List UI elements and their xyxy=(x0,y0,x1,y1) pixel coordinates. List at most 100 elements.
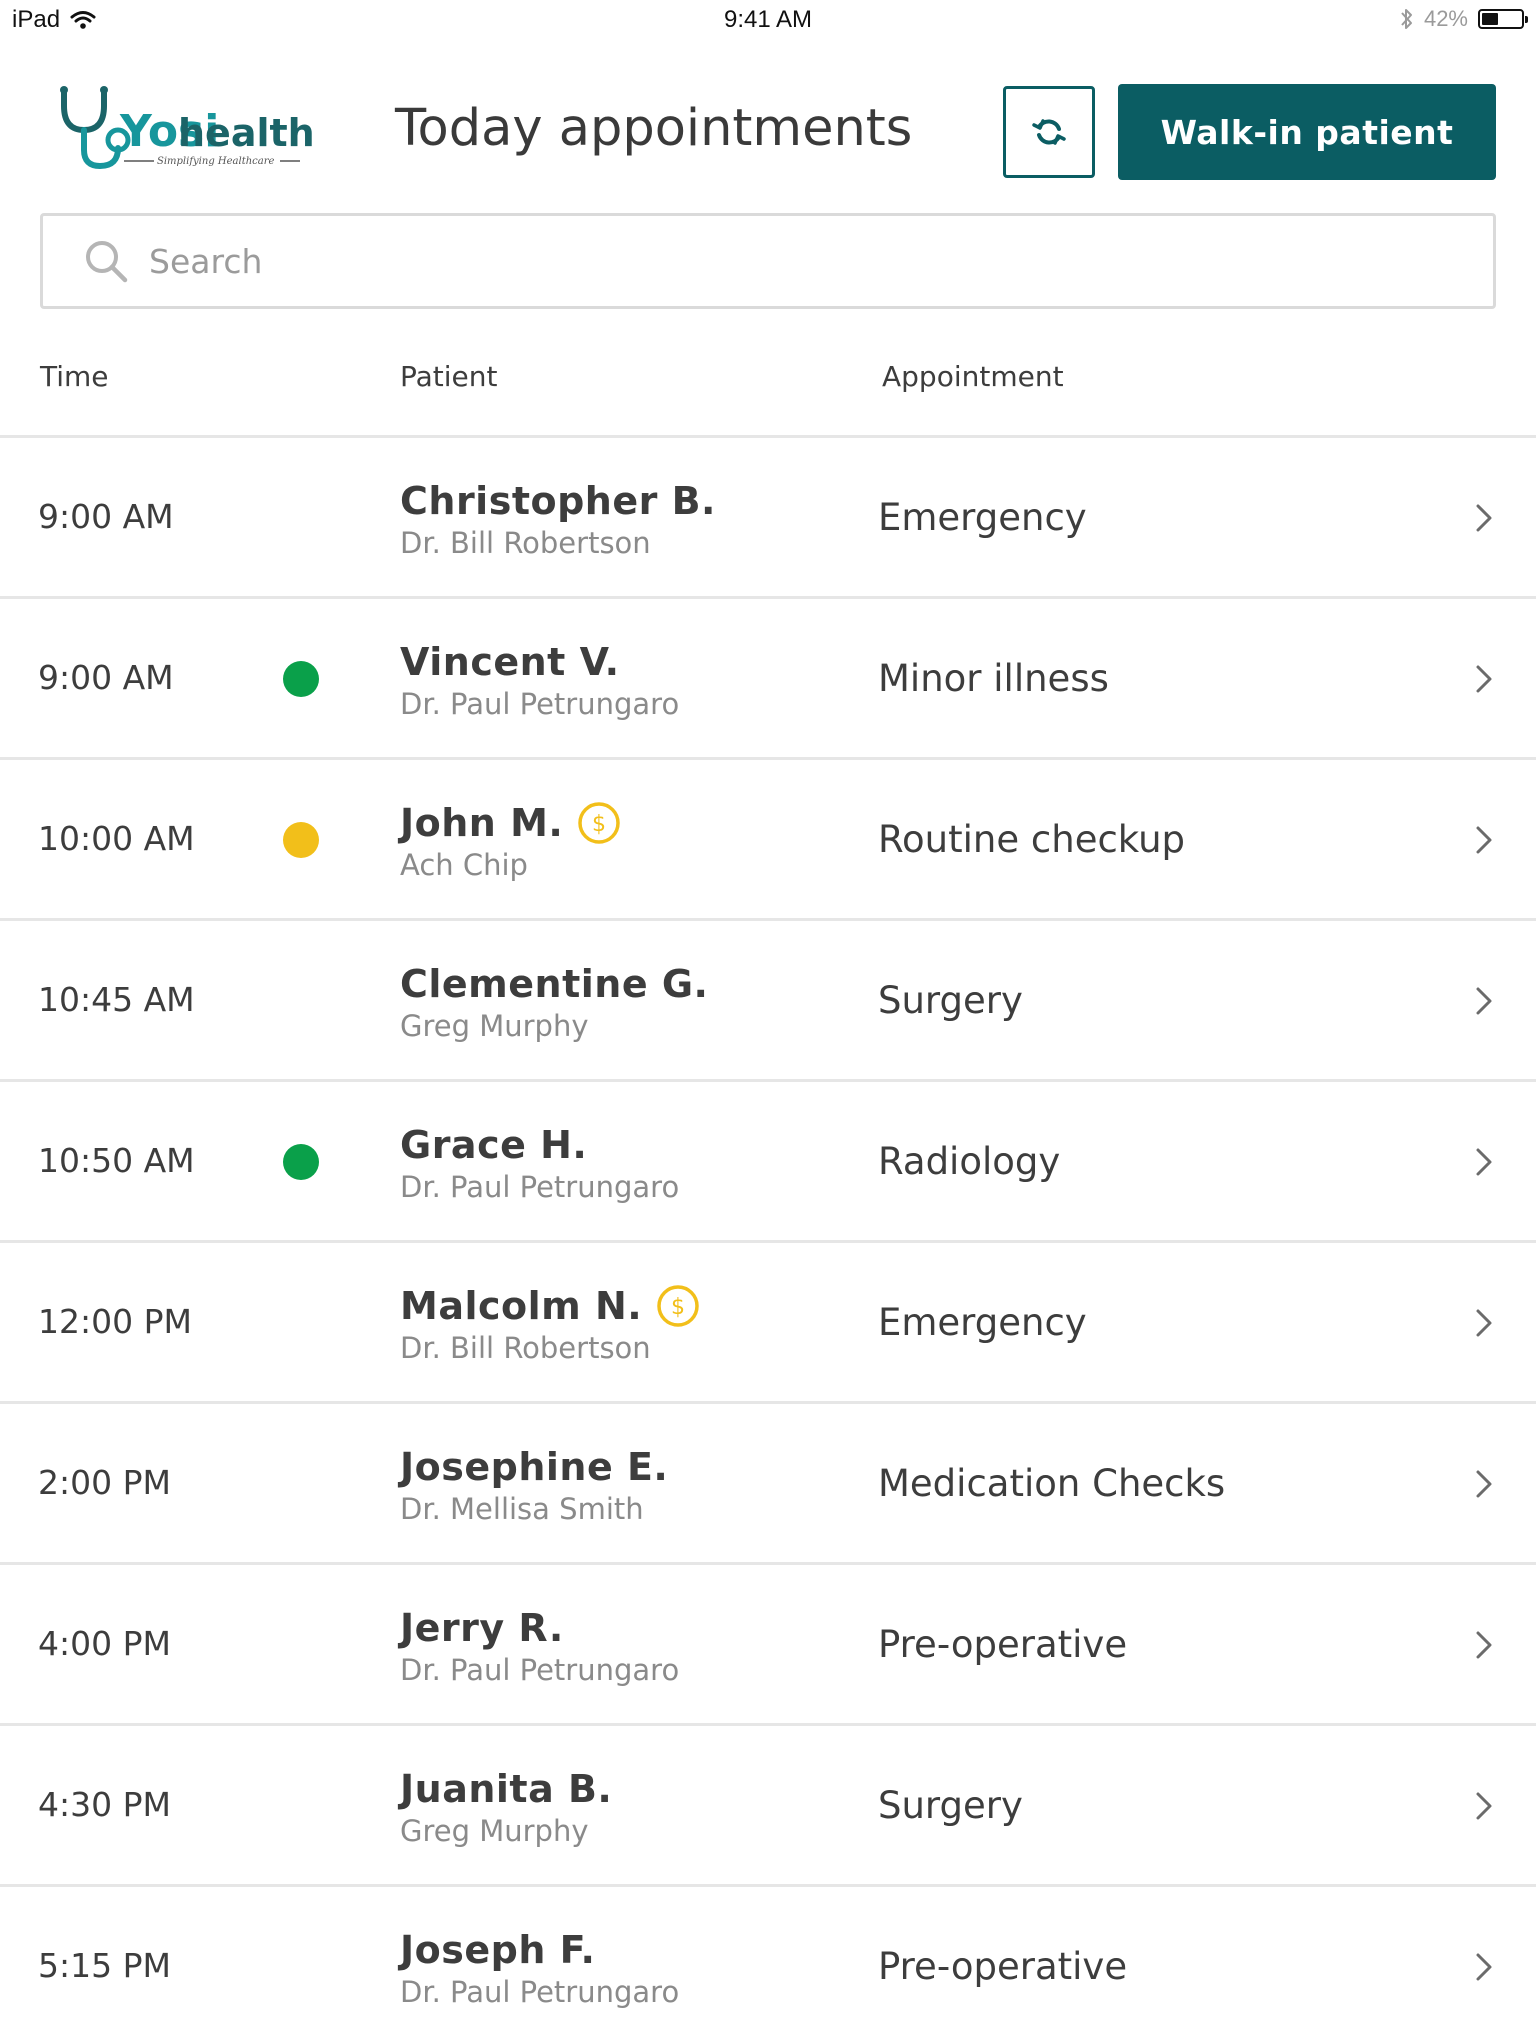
patient-cell: Joseph F. Dr. Paul Petrungaro xyxy=(400,1927,679,2009)
status-bar: iPad 9:41 AM 42% xyxy=(0,0,1536,44)
chevron-right-icon xyxy=(1476,1309,1492,1337)
patient-name: Josephine E. xyxy=(400,1445,669,1489)
chevron-right-icon xyxy=(1476,1792,1492,1820)
appointment-time: 10:50 AM xyxy=(38,1141,195,1180)
status-left: iPad xyxy=(12,6,96,34)
doctor-name: Dr. Bill Robertson xyxy=(400,1331,651,1365)
appointment-row[interactable]: 2:00 PM Josephine E. Dr. Mellisa Smith M… xyxy=(0,1404,1536,1565)
patient-name: Grace H. xyxy=(400,1123,588,1167)
column-header-patient: Patient xyxy=(400,360,498,393)
search-input[interactable] xyxy=(147,240,1451,282)
patient-name: Vincent V. xyxy=(400,640,620,684)
appointment-type: Surgery xyxy=(878,979,1023,1022)
patient-cell: Jerry R. Dr. Paul Petrungaro xyxy=(400,1605,679,1687)
chevron-right-icon xyxy=(1476,665,1492,693)
chevron-right-icon xyxy=(1476,1631,1492,1659)
column-header-time: Time xyxy=(40,360,109,393)
appointment-type: Pre-operative xyxy=(878,1623,1128,1666)
patient-name-line: Malcolm N. $ xyxy=(400,1283,700,1329)
appointment-row[interactable]: 4:00 PM Jerry R. Dr. Paul Petrungaro Pre… xyxy=(0,1565,1536,1726)
appointment-type: Surgery xyxy=(878,1784,1023,1827)
patient-cell: John M. $ Ach Chip xyxy=(400,800,621,882)
patient-name-line: Joseph F. xyxy=(400,1927,679,1973)
appointment-time: 10:45 AM xyxy=(38,980,195,1019)
patient-cell: Clementine G. Greg Murphy xyxy=(400,961,708,1043)
walk-in-patient-button[interactable]: Walk-in patient xyxy=(1118,84,1496,180)
device-label: iPad xyxy=(12,6,61,33)
patient-cell: Christopher B. Dr. Bill Robertson xyxy=(400,478,716,560)
search-box[interactable] xyxy=(40,213,1496,309)
dollar-coin-icon: $ xyxy=(657,1285,699,1327)
patient-name: John M. xyxy=(400,801,564,845)
chevron-right-icon xyxy=(1476,826,1492,854)
bluetooth-icon xyxy=(1401,9,1412,29)
patient-name: Clementine G. xyxy=(400,962,709,1006)
status-time: 9:41 AM xyxy=(723,6,813,33)
yosi-health-logo: Yosi health Simplifying Healthcare xyxy=(58,86,318,176)
doctor-name: Ach Chip xyxy=(400,848,528,882)
patient-name-line: Juanita B. xyxy=(400,1766,612,1812)
patient-cell: Josephine E. Dr. Mellisa Smith xyxy=(400,1444,668,1526)
patient-name: Joseph F. xyxy=(400,1928,596,1972)
wifi-icon xyxy=(70,11,96,29)
logo-mark: Yosi health Simplifying Healthcare xyxy=(60,86,315,170)
dollar-coin-icon: $ xyxy=(578,802,621,844)
patient-name-line: Jerry R. xyxy=(400,1605,679,1651)
doctor-name: Dr. Paul Petrungaro xyxy=(400,1170,680,1204)
refresh-button[interactable] xyxy=(1003,86,1095,178)
battery-icon xyxy=(1478,9,1528,29)
patient-cell: Juanita B. Greg Murphy xyxy=(400,1766,612,1848)
logo-word: health xyxy=(178,111,315,155)
appointment-type: Radiology xyxy=(878,1140,1061,1183)
appointment-time: 2:00 PM xyxy=(38,1463,171,1502)
status-dot-green xyxy=(283,1144,319,1180)
appointment-row[interactable]: 12:00 PM Malcolm N. $ Dr. Bill Robertson… xyxy=(0,1243,1536,1404)
patient-cell: Malcolm N. $ Dr. Bill Robertson xyxy=(400,1283,700,1365)
appointment-row[interactable]: 10:45 AM Clementine G. Greg Murphy Surge… xyxy=(0,921,1536,1082)
appointment-time: 9:00 AM xyxy=(38,497,174,536)
patient-cell: Grace H. Dr. Paul Petrungaro xyxy=(400,1122,679,1204)
appointment-row[interactable]: 5:15 PM Joseph F. Dr. Paul Petrungaro Pr… xyxy=(0,1887,1536,2040)
doctor-name: Dr. Paul Petrungaro xyxy=(400,1975,680,2009)
page-title: Today appointments xyxy=(395,99,913,158)
appointment-time: 10:00 AM xyxy=(38,819,195,858)
svg-text:$: $ xyxy=(671,1295,685,1320)
appointment-time: 12:00 PM xyxy=(38,1302,192,1341)
chevron-right-icon xyxy=(1476,1148,1492,1176)
appointment-time: 4:00 PM xyxy=(38,1624,171,1663)
chevron-right-icon xyxy=(1476,1470,1492,1498)
patient-cell: Vincent V. Dr. Paul Petrungaro xyxy=(400,639,679,721)
patient-name-line: Grace H. xyxy=(400,1122,679,1168)
appointment-type: Routine checkup xyxy=(878,818,1186,861)
appointment-row[interactable]: 9:00 AM Christopher B. Dr. Bill Robertso… xyxy=(0,438,1536,599)
appointment-time: 5:15 PM xyxy=(38,1946,171,1985)
patient-name-line: Clementine G. xyxy=(400,961,708,1007)
search-icon xyxy=(86,241,128,283)
appointment-type: Minor illness xyxy=(878,657,1109,700)
status-right: 42% xyxy=(1400,6,1528,32)
appointments-list: 9:00 AM Christopher B. Dr. Bill Robertso… xyxy=(0,438,1536,2040)
patient-name: Jerry R. xyxy=(400,1606,564,1650)
status-dot-yellow xyxy=(283,822,319,858)
patient-name: Juanita B. xyxy=(400,1767,613,1811)
doctor-name: Greg Murphy xyxy=(400,1009,589,1043)
patient-name-line: Josephine E. xyxy=(400,1444,668,1490)
patient-name-line: Christopher B. xyxy=(400,478,716,524)
svg-text:$: $ xyxy=(592,812,606,837)
refresh-icon xyxy=(1032,119,1066,145)
appointment-time: 9:00 AM xyxy=(38,658,174,697)
battery-percent: 42% xyxy=(1423,6,1468,31)
appointment-row[interactable]: 10:00 AM John M. $ Ach Chip Routine chec… xyxy=(0,760,1536,921)
doctor-name: Dr. Paul Petrungaro xyxy=(400,1653,680,1687)
patient-name: Malcolm N. xyxy=(400,1284,643,1328)
column-header-appointment: Appointment xyxy=(882,360,1064,393)
battery-level xyxy=(1482,13,1498,25)
status-dot-green xyxy=(283,661,319,697)
doctor-name: Dr. Bill Robertson xyxy=(400,526,651,560)
appointment-row[interactable]: 4:30 PM Juanita B. Greg Murphy Surgery xyxy=(0,1726,1536,1887)
appointment-row[interactable]: 9:00 AM Vincent V. Dr. Paul Petrungaro M… xyxy=(0,599,1536,760)
appointment-type: Medication Checks xyxy=(878,1462,1226,1505)
chevron-right-icon xyxy=(1476,1953,1492,1981)
appointment-row[interactable]: 10:50 AM Grace H. Dr. Paul Petrungaro Ra… xyxy=(0,1082,1536,1243)
